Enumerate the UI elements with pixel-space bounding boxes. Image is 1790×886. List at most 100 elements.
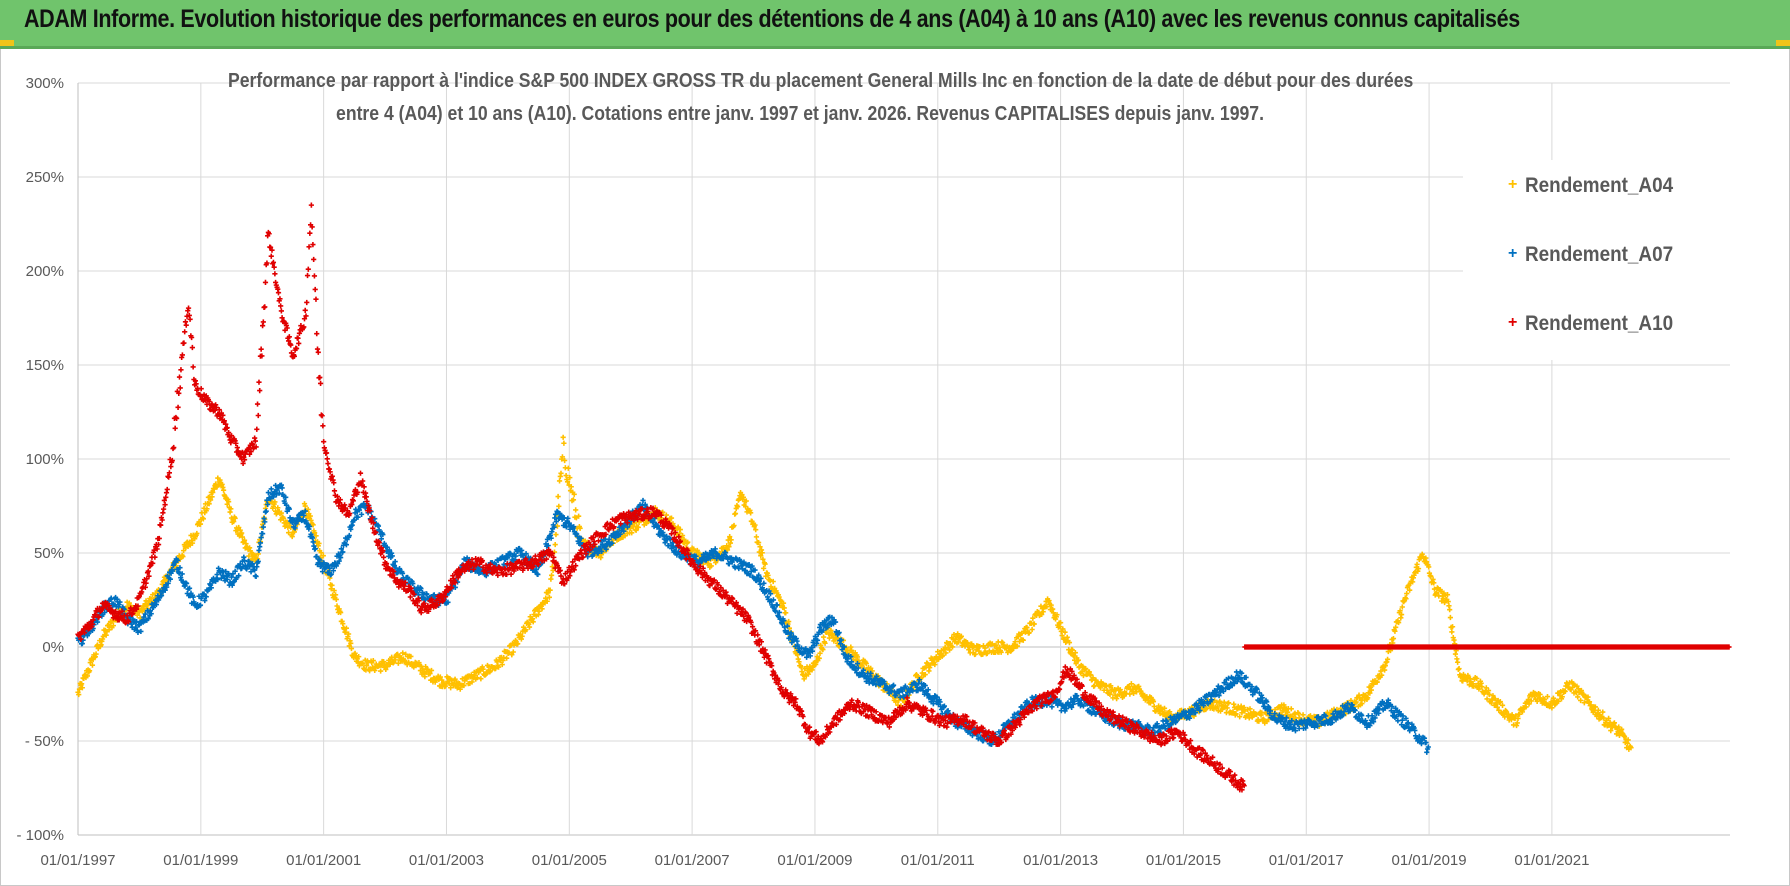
data-point xyxy=(474,675,480,681)
data-point xyxy=(333,596,339,602)
data-point xyxy=(530,619,536,625)
data-point xyxy=(392,657,398,663)
data-point xyxy=(304,272,311,279)
data-point xyxy=(552,541,558,548)
data-point xyxy=(331,480,337,486)
data-point xyxy=(554,523,560,529)
data-point xyxy=(311,256,317,263)
data-point xyxy=(308,202,314,208)
data-point xyxy=(568,484,574,490)
data-point xyxy=(311,273,318,279)
data-point xyxy=(321,439,327,445)
data-point xyxy=(480,666,486,672)
data-point xyxy=(76,691,82,698)
data-point xyxy=(253,573,259,580)
data-point xyxy=(1288,706,1294,712)
data-point xyxy=(571,491,577,497)
data-point xyxy=(175,404,181,410)
data-point xyxy=(547,587,553,593)
data-point xyxy=(172,425,178,431)
data-point xyxy=(338,609,344,616)
data-point xyxy=(495,664,502,670)
data-point xyxy=(331,488,338,494)
data-point xyxy=(1031,621,1037,627)
x-tick-label: 01/01/2009 xyxy=(777,852,852,869)
data-point xyxy=(553,531,559,538)
data-point xyxy=(543,595,549,601)
data-point xyxy=(317,374,323,381)
x-tick-label: 01/01/2021 xyxy=(1514,852,1589,869)
data-point xyxy=(220,487,227,493)
data-point xyxy=(239,534,245,540)
x-tick-label: 01/01/2007 xyxy=(655,852,730,869)
data-point xyxy=(478,676,484,682)
data-point xyxy=(232,515,238,521)
data-point xyxy=(302,307,308,313)
data-point xyxy=(189,540,196,546)
data-point xyxy=(573,507,579,513)
data-point xyxy=(348,640,354,646)
data-point xyxy=(570,497,577,503)
data-point xyxy=(452,676,458,682)
data-point xyxy=(79,685,85,691)
report-title: ADAM Informe. Evolution historique des p… xyxy=(24,5,1520,33)
x-tick-label: 01/01/1997 xyxy=(40,852,115,869)
data-point xyxy=(252,552,258,558)
data-point xyxy=(86,668,93,674)
data-point xyxy=(275,290,282,296)
data-point xyxy=(262,279,269,285)
data-point xyxy=(152,554,158,560)
data-point xyxy=(461,682,467,689)
data-point xyxy=(226,499,232,505)
data-point xyxy=(258,346,264,352)
data-point xyxy=(1447,607,1453,613)
data-point xyxy=(577,525,583,531)
y-tick-label: 150% xyxy=(26,357,64,374)
data-point xyxy=(204,506,210,512)
data-point xyxy=(197,521,204,527)
banner-accent-right xyxy=(1776,40,1790,46)
data-point xyxy=(181,548,187,554)
data-point xyxy=(381,554,387,560)
data-point xyxy=(315,349,321,355)
data-point xyxy=(164,486,170,493)
data-point xyxy=(504,655,510,661)
data-point xyxy=(774,602,780,608)
data-point xyxy=(408,653,414,660)
data-point xyxy=(555,493,561,500)
x-tick-label: 01/01/2013 xyxy=(1023,852,1098,869)
data-point xyxy=(380,659,387,665)
data-point xyxy=(84,673,90,679)
y-tick-label: 200% xyxy=(26,263,64,280)
data-point xyxy=(506,649,512,656)
data-point xyxy=(171,444,177,451)
data-point xyxy=(567,475,573,481)
data-point xyxy=(353,653,359,659)
data-point xyxy=(783,610,789,616)
data-point xyxy=(556,478,563,484)
data-point xyxy=(286,530,292,536)
data-point xyxy=(257,388,263,394)
data-point xyxy=(317,380,324,387)
y-tick-label: - 100% xyxy=(16,827,64,844)
data-point xyxy=(272,271,278,277)
data-point xyxy=(562,457,568,464)
y-tick-label: 0% xyxy=(42,639,64,656)
data-point xyxy=(177,385,183,391)
data-point xyxy=(278,308,284,314)
data-point xyxy=(182,329,188,335)
y-tick-label: 300% xyxy=(26,75,64,92)
data-point xyxy=(247,548,253,554)
data-point xyxy=(207,497,214,503)
data-point xyxy=(312,530,318,536)
data-point xyxy=(561,440,567,446)
data-point xyxy=(194,530,200,537)
data-point xyxy=(565,465,571,471)
data-point xyxy=(246,553,252,559)
data-point xyxy=(76,686,83,692)
data-point xyxy=(753,534,760,540)
data-point xyxy=(110,623,117,629)
data-point xyxy=(356,654,362,660)
